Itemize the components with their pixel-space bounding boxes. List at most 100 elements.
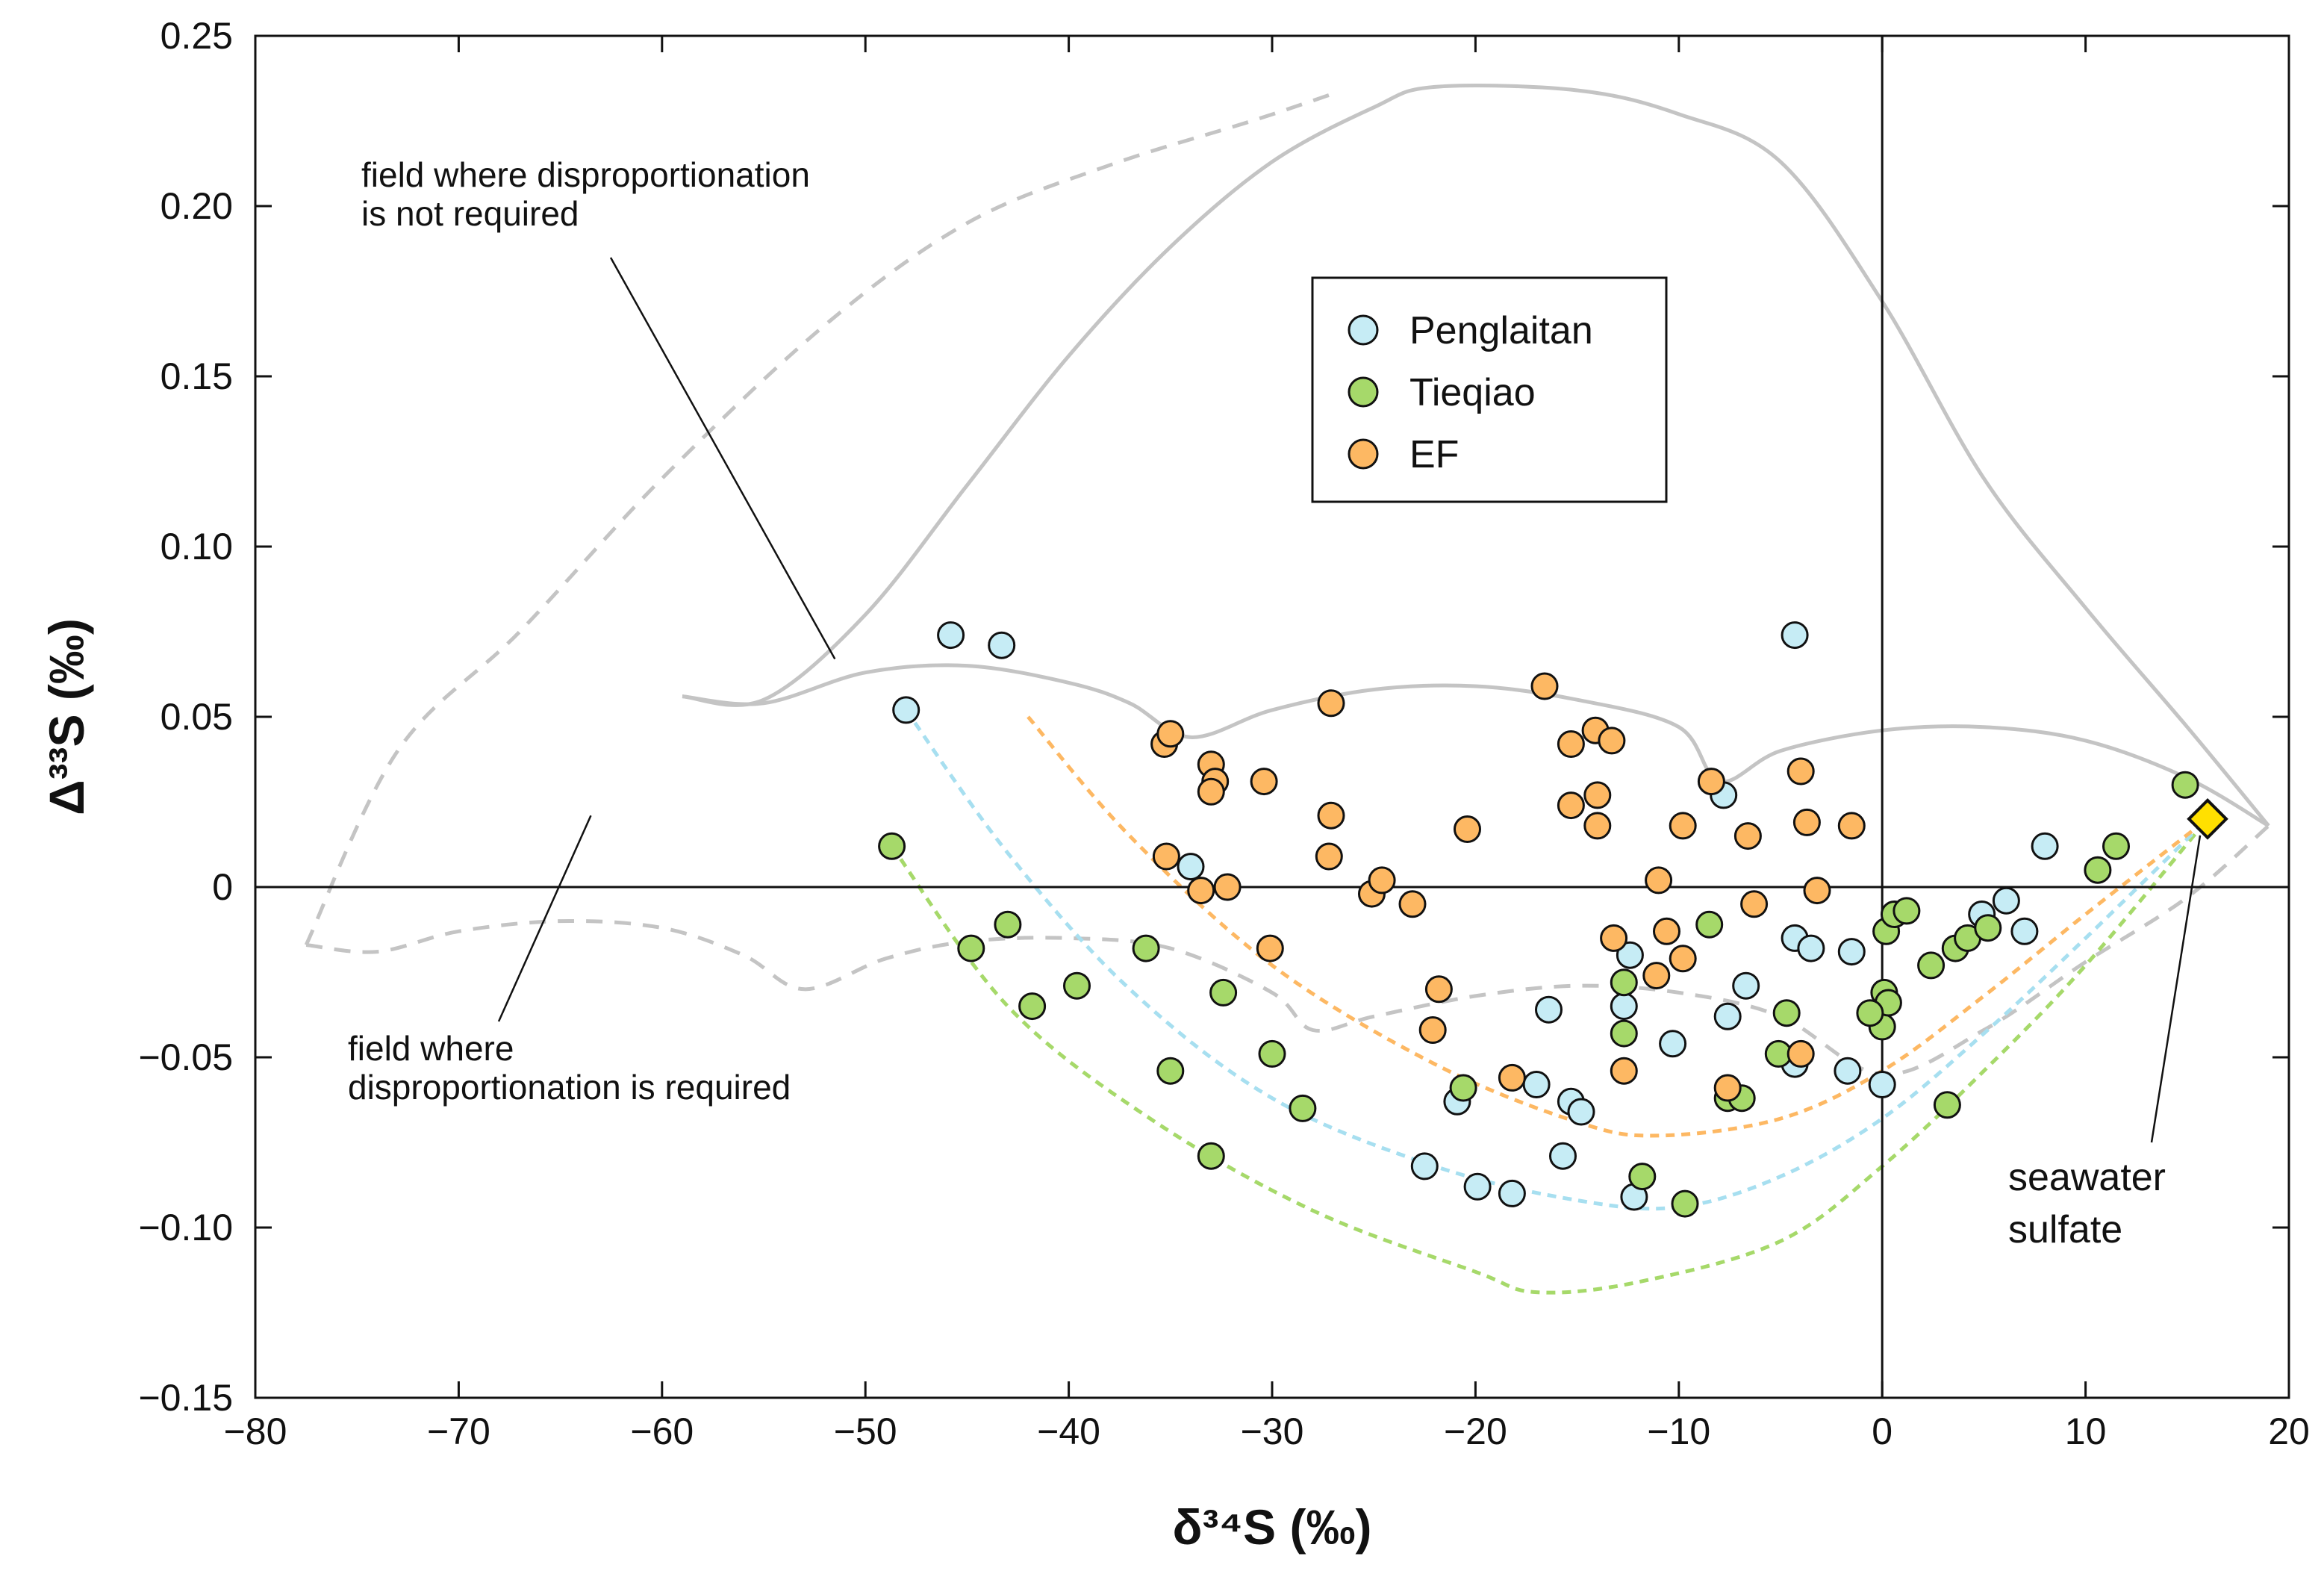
data-point-ef bbox=[1669, 812, 1697, 840]
data-point-penglaitan bbox=[1797, 934, 1825, 962]
data-point-tieqiao bbox=[2102, 832, 2130, 860]
data-point-tieqiao bbox=[2084, 856, 2112, 884]
data-point-ef bbox=[1418, 1016, 1447, 1044]
seawater-sulfate-label: sulfate bbox=[2008, 1208, 2122, 1251]
x-tick-label: −80 bbox=[224, 1410, 287, 1452]
mixing-curves bbox=[890, 709, 2209, 1295]
y-tick-label: 0.10 bbox=[161, 526, 233, 567]
data-point-tieqiao bbox=[1289, 1094, 1317, 1122]
data-point-ef bbox=[1498, 1063, 1526, 1092]
x-tick-label: −40 bbox=[1037, 1410, 1100, 1452]
annotation-required-pointer bbox=[497, 815, 592, 1022]
data-point-penglaitan bbox=[2031, 832, 2059, 860]
x-tick-label: −60 bbox=[630, 1410, 694, 1452]
data-point-tieqiao bbox=[1156, 1057, 1185, 1085]
x-tick-label: −20 bbox=[1444, 1410, 1507, 1452]
data-point-penglaitan bbox=[1992, 886, 2020, 915]
data-point-ef bbox=[1583, 812, 1612, 840]
y-tick-label: −0.10 bbox=[138, 1207, 233, 1248]
data-point-penglaitan bbox=[1834, 1057, 1862, 1085]
y-tick-label: 0 bbox=[212, 866, 233, 908]
data-point-ef bbox=[1598, 727, 1626, 755]
x-axis-title: δ³⁴S (‰) bbox=[1173, 1499, 1372, 1555]
data-point-tieqiao bbox=[1892, 897, 1921, 925]
axes: −80 −70 −60 −50 −40 −30 −20 −10 0 10 20 −0.15 −0.10 −… bbox=[39, 15, 2310, 1555]
y-tick-label: 0.25 bbox=[161, 15, 233, 57]
legend-marker-ef bbox=[1348, 438, 1379, 470]
data-point-ef bbox=[1256, 934, 1284, 962]
data-point-ef bbox=[1530, 672, 1559, 700]
legend-label: Penglaitan bbox=[1409, 309, 1593, 352]
legend-marker-penglaitan bbox=[1348, 314, 1379, 346]
data-point-tieqiao bbox=[1209, 978, 1238, 1007]
annotation-required-text: field where bbox=[348, 1029, 514, 1068]
data-point-penglaitan bbox=[1837, 938, 1866, 966]
annotation-not-required-pointer bbox=[609, 257, 836, 660]
field-not-required-outer-boundary bbox=[682, 84, 2270, 827]
data-point-penglaitan bbox=[1522, 1071, 1551, 1098]
data-point-ef bbox=[1786, 1039, 1815, 1068]
data-point-penglaitan bbox=[1177, 853, 1205, 881]
data-point-ef bbox=[1653, 917, 1680, 945]
data-point-ef bbox=[1213, 873, 1242, 901]
data-point-ef bbox=[1786, 757, 1815, 786]
data-point-penglaitan bbox=[1616, 941, 1644, 969]
data-point-penglaitan bbox=[1781, 621, 1809, 650]
data-point-penglaitan bbox=[1868, 1071, 1896, 1098]
data-point-penglaitan bbox=[1567, 1098, 1595, 1126]
data-point-ef bbox=[1697, 768, 1725, 796]
field-required-lower-boundary bbox=[305, 824, 2270, 1077]
data-point-tieqiao bbox=[994, 910, 1022, 939]
data-point-ef bbox=[1187, 877, 1215, 905]
seawater-sulfate-label: seawater bbox=[2008, 1156, 2166, 1199]
data-point-ef bbox=[1454, 815, 1481, 843]
data-point-ef bbox=[1315, 842, 1343, 871]
legend-label: Tieqiao bbox=[1409, 371, 1536, 414]
data-point-tieqiao bbox=[1772, 999, 1801, 1027]
data-point-tieqiao bbox=[1132, 934, 1160, 962]
x-tick-label: 20 bbox=[2268, 1410, 2310, 1452]
data-point-ef bbox=[1156, 720, 1185, 748]
data-point-penglaitan bbox=[1713, 1002, 1742, 1030]
data-point-penglaitan bbox=[937, 621, 965, 650]
data-point-tieqiao bbox=[878, 832, 906, 860]
data-point-penglaitan bbox=[892, 696, 920, 724]
y-tick-label: −0.15 bbox=[138, 1377, 233, 1419]
data-point-ef bbox=[1733, 822, 1762, 850]
data-point-tieqiao bbox=[1695, 910, 1724, 939]
data-point-tieqiao bbox=[1628, 1163, 1657, 1191]
plot-frame bbox=[254, 34, 2290, 1399]
data-point-tieqiao bbox=[1671, 1189, 1699, 1218]
data-point-tieqiao bbox=[1018, 992, 1047, 1021]
annotation-not-required-text: field where disproportionation bbox=[361, 155, 810, 194]
data-point-tieqiao bbox=[1974, 914, 2002, 942]
data-point-ef bbox=[1610, 1057, 1638, 1085]
data-point-penglaitan bbox=[1463, 1172, 1492, 1201]
data-point-tieqiao bbox=[957, 934, 985, 962]
field-not-required-lower-boundary bbox=[682, 663, 2270, 828]
x-tick-label: −70 bbox=[427, 1410, 490, 1452]
data-point-penglaitan bbox=[1659, 1030, 1687, 1058]
data-point-tieqiao bbox=[1063, 971, 1091, 1000]
data-point-penglaitan bbox=[1732, 971, 1760, 1000]
seawater-sulfate-marker bbox=[2187, 797, 2228, 840]
x-tick-label: 0 bbox=[1872, 1410, 1892, 1452]
mixing-curve-1 bbox=[904, 709, 2209, 1211]
field-boundaries bbox=[304, 84, 2270, 1077]
x-tick-label: −30 bbox=[1241, 1410, 1304, 1452]
data-point-ef bbox=[1152, 842, 1180, 871]
legend-marker-tieqiao bbox=[1348, 376, 1379, 408]
mixing-curve-0 bbox=[890, 818, 2209, 1295]
data-point-penglaitan bbox=[1610, 992, 1638, 1021]
data-point-penglaitan bbox=[1549, 1142, 1577, 1170]
mixing-curve-2 bbox=[1027, 715, 2209, 1138]
field-required-outer-boundary bbox=[304, 92, 1334, 946]
data-point-penglaitan bbox=[1498, 1179, 1526, 1207]
data-point-penglaitan bbox=[1410, 1152, 1439, 1180]
data-point-ef bbox=[1669, 945, 1697, 973]
data-point-tieqiao bbox=[1449, 1074, 1477, 1102]
data-points bbox=[878, 621, 2228, 1218]
